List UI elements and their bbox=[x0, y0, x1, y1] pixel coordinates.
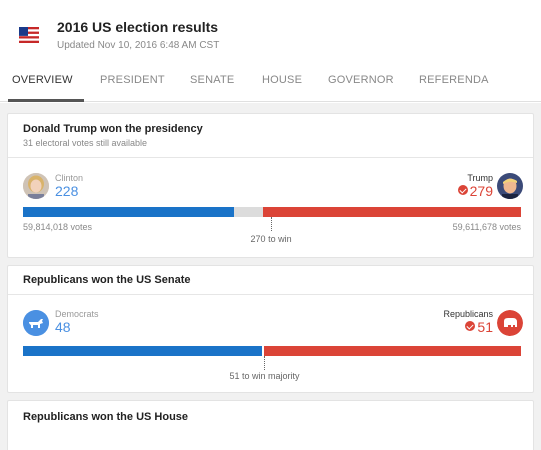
republicans-seats-wrap: 51 bbox=[465, 319, 493, 335]
republicans-name: Republicans bbox=[443, 309, 493, 319]
democrats-bar-segment bbox=[23, 346, 263, 356]
us-flag-icon bbox=[19, 27, 39, 43]
senate-card-title: Republicans won the US Senate bbox=[23, 274, 191, 286]
senate-card-header: Republicans won the US Senate bbox=[8, 266, 533, 295]
tab-bar: OVERVIEW PRESIDENT SENATE HOUSE GOVERNOR… bbox=[0, 64, 541, 102]
republicans-seats: 51 bbox=[477, 319, 493, 335]
house-card-title: Republicans won the US House bbox=[23, 411, 189, 423]
house-card[interactable]: Republicans won the US House bbox=[7, 400, 534, 450]
democrats-name: Democrats bbox=[55, 309, 99, 319]
winner-check-icon bbox=[465, 321, 476, 331]
tab-referenda[interactable]: REFERENDA bbox=[419, 74, 489, 86]
threshold-label: 270 to win bbox=[250, 234, 292, 244]
republicans-bar-segment bbox=[264, 346, 521, 356]
trump-avatar bbox=[497, 173, 523, 199]
president-card-subtitle: 31 electoral votes still available bbox=[23, 138, 148, 148]
president-card-header: Donald Trump won the presidency 31 elect… bbox=[8, 114, 533, 158]
tab-house[interactable]: HOUSE bbox=[262, 74, 303, 86]
majority-marker bbox=[264, 356, 266, 370]
tab-overview[interactable]: OVERVIEW bbox=[12, 74, 73, 86]
threshold-marker bbox=[271, 217, 273, 231]
president-card[interactable]: Donald Trump won the presidency 31 elect… bbox=[7, 113, 534, 258]
page-header: 2016 US election results Updated Nov 10,… bbox=[0, 0, 541, 64]
updated-timestamp: Updated Nov 10, 2016 6:48 AM CST bbox=[57, 40, 220, 51]
senate-seat-bar bbox=[23, 346, 521, 356]
undecided-bar-segment bbox=[234, 207, 263, 217]
trump-bar-segment bbox=[262, 207, 521, 217]
democrats-seats: 48 bbox=[55, 319, 71, 335]
page-title: 2016 US election results bbox=[57, 19, 219, 35]
clinton-avatar bbox=[23, 173, 49, 199]
majority-label: 51 to win majority bbox=[229, 371, 300, 381]
winner-check-icon bbox=[457, 185, 468, 195]
republican-elephant-icon bbox=[497, 310, 523, 336]
clinton-popular-votes: 59,814,018 votes bbox=[23, 222, 93, 232]
clinton-bar-segment bbox=[23, 207, 235, 217]
trump-electoral-votes-wrap: 279 bbox=[457, 183, 493, 199]
overview-content: Donald Trump won the presidency 31 elect… bbox=[0, 103, 541, 450]
trump-popular-votes: 59,611,678 votes bbox=[452, 222, 521, 232]
president-electoral-bar bbox=[23, 207, 521, 217]
tab-senate[interactable]: SENATE bbox=[190, 74, 235, 86]
house-card-header: Republicans won the US House bbox=[8, 401, 533, 430]
tab-governor[interactable]: GOVERNOR bbox=[328, 74, 394, 86]
active-tab-indicator bbox=[8, 99, 84, 102]
democrat-donkey-icon bbox=[23, 310, 49, 336]
senate-card[interactable]: Republicans won the US Senate Democrats … bbox=[7, 265, 534, 393]
clinton-name: Clinton bbox=[55, 173, 84, 183]
president-card-title: Donald Trump won the presidency bbox=[23, 123, 203, 135]
clinton-electoral-votes: 228 bbox=[55, 183, 79, 199]
trump-electoral-votes: 279 bbox=[469, 183, 493, 199]
trump-name: Trump bbox=[467, 173, 493, 183]
tab-president[interactable]: PRESIDENT bbox=[100, 74, 165, 86]
